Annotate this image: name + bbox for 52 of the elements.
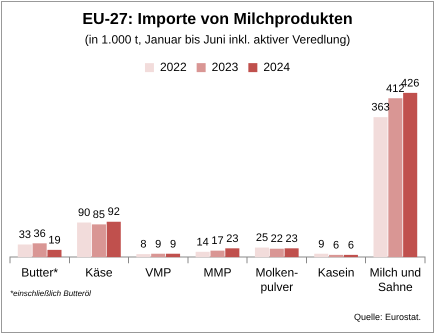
- bar: [92, 224, 106, 258]
- data-label: 92: [108, 206, 120, 218]
- chart-title: EU-27: Importe von Milchprodukten: [82, 11, 353, 28]
- bar: [47, 250, 62, 258]
- bar: [284, 248, 299, 258]
- data-label: 8: [140, 238, 146, 251]
- data-label: 23: [285, 232, 298, 245]
- bar: [314, 254, 328, 258]
- data-label: 90: [78, 207, 90, 220]
- bar: [32, 243, 47, 258]
- data-label: 19: [48, 234, 61, 246]
- x-tick-label: Molken-pulver: [255, 266, 298, 294]
- legend-label: 2023: [212, 60, 239, 74]
- data-label: 363: [371, 102, 390, 114]
- bar: [388, 98, 402, 258]
- source-note: Quelle: Eurostat.: [354, 312, 421, 322]
- bar: [210, 250, 225, 258]
- bar: [196, 252, 210, 258]
- x-tick-label: Kasein: [318, 266, 354, 280]
- data-label: 6: [333, 239, 340, 252]
- x-tick-label: MMP: [204, 266, 232, 280]
- bar: [166, 254, 180, 258]
- x-tick-label: Käse: [85, 266, 113, 280]
- bar: [77, 222, 92, 258]
- legend-label: 2024: [263, 60, 290, 74]
- data-label: 22: [270, 233, 283, 246]
- bar: [254, 248, 270, 258]
- data-label: 17: [211, 235, 224, 248]
- data-label: 33: [18, 229, 31, 241]
- data-label: 6: [348, 239, 354, 252]
- data-label: 85: [92, 208, 106, 221]
- bar: [18, 244, 32, 258]
- x-tick-label: Butter*: [21, 266, 58, 280]
- x-tick-label: Milch und Sahne: [370, 266, 422, 294]
- data-label: 23: [226, 232, 238, 245]
- text: *einschließlich Butteröl: [10, 289, 91, 298]
- data-label: 36: [34, 228, 46, 240]
- chart-subtitle: (in 1.000 t, Januar bis Juni inkl. aktiver Veredlung): [84, 32, 350, 47]
- x-tick-label: VMP: [145, 266, 172, 280]
- bar: [225, 248, 240, 258]
- data-label: 9: [318, 238, 324, 250]
- bar: [136, 254, 150, 258]
- bar: [151, 254, 166, 258]
- data-label: 14: [196, 236, 209, 248]
- data-label: 9: [170, 238, 176, 250]
- bar: [373, 117, 388, 258]
- data-label: 25: [256, 232, 268, 244]
- legend-label: 2022: [160, 60, 187, 74]
- bar: [403, 92, 418, 258]
- bar: [106, 222, 121, 258]
- bar: [270, 248, 284, 258]
- data-label: 9: [155, 238, 162, 250]
